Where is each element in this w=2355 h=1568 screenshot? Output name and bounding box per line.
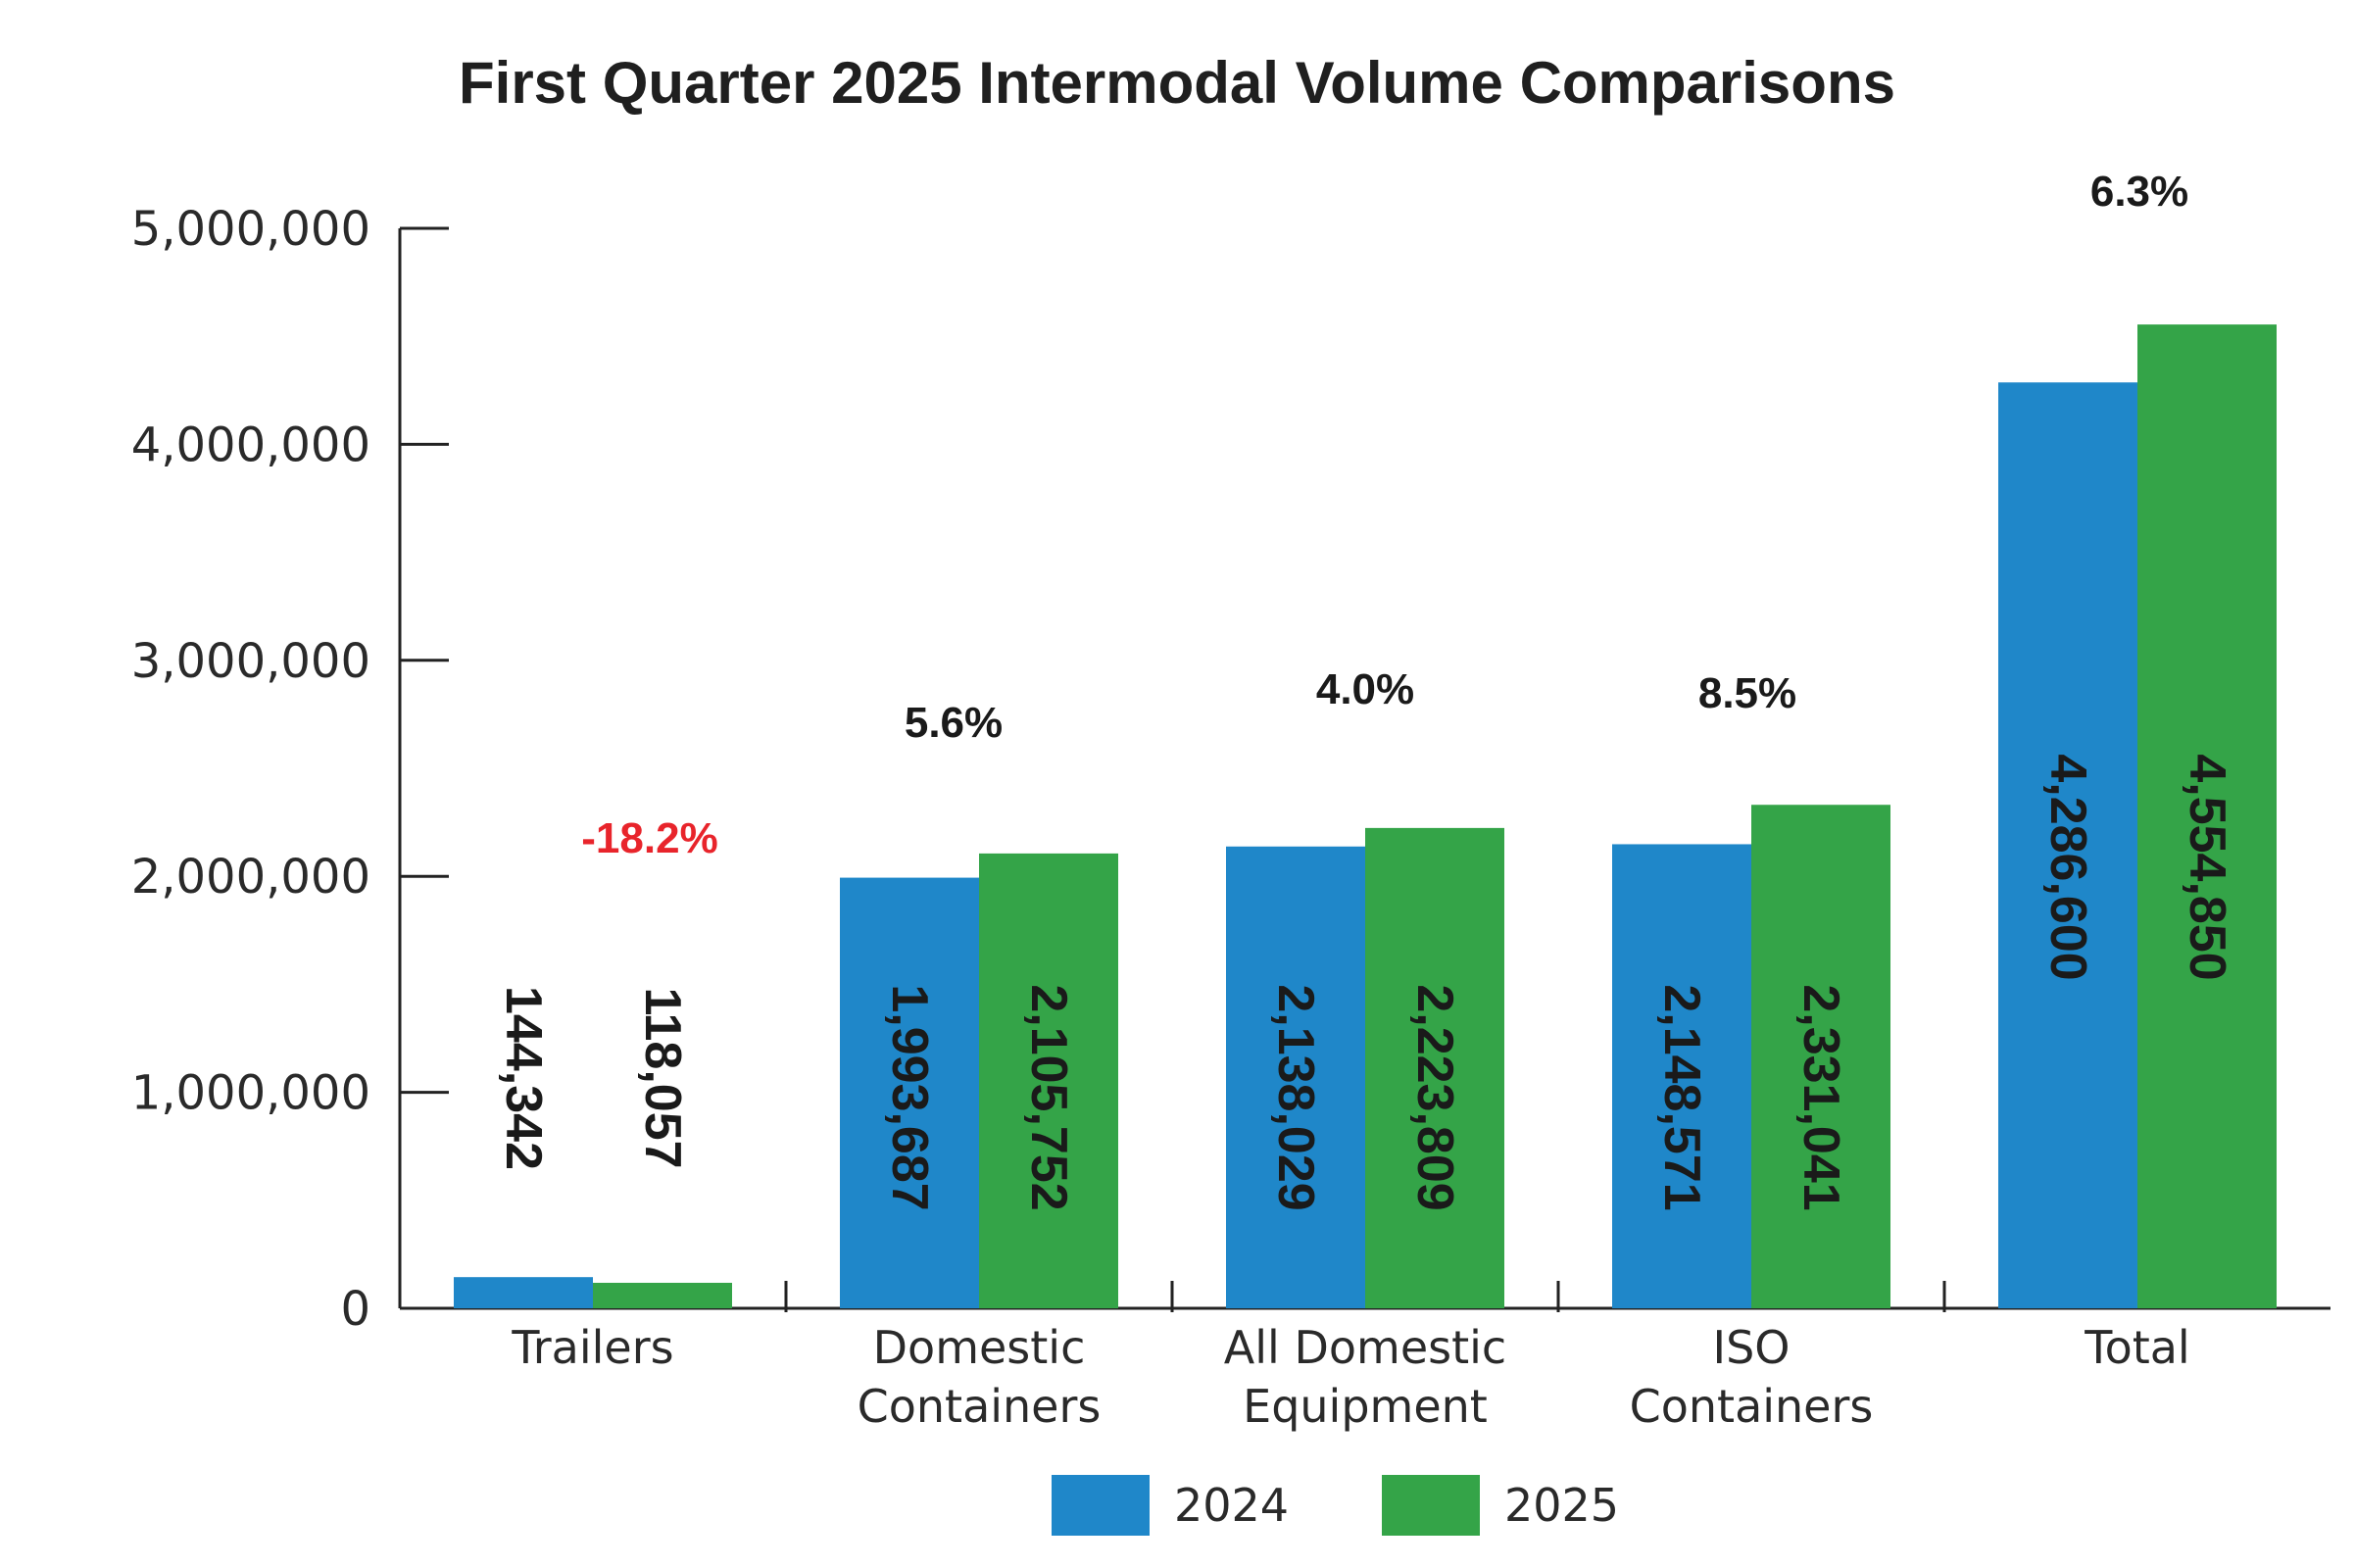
y-tick-label: 2,000,000 xyxy=(131,850,370,905)
percent-change-label: 6.3% xyxy=(2090,168,2188,216)
bar-2025-1 xyxy=(979,853,1118,1308)
bar-value-label: 2,138,029 xyxy=(1267,984,1324,1210)
x-tick-label-line: Trailers xyxy=(511,1321,673,1374)
bar-2024-1 xyxy=(840,877,979,1308)
bar-value-label: 4,554,850 xyxy=(2179,754,2235,980)
axes: 0 1,000,000 2,000,000 3,000,000 4,000,000 5,0… xyxy=(131,202,2330,1433)
percent-change-label: 5.6% xyxy=(905,699,1003,747)
bar-value-label: 2,148,571 xyxy=(1653,984,1710,1210)
legend-swatch-2025 xyxy=(1382,1475,1480,1536)
x-tick-label: Trailers xyxy=(511,1321,673,1374)
bar-value-label: 144,342 xyxy=(495,986,552,1170)
data-labels: 144,342 118,057 1,993,687 2,105,752 2,138,02… xyxy=(495,168,2235,1211)
bar-value-label: 2,331,041 xyxy=(1792,984,1849,1210)
y-tick-label: 0 xyxy=(340,1282,370,1337)
bars xyxy=(454,324,2277,1308)
x-tick-label: Domestic Containers xyxy=(858,1321,1102,1433)
legend: 2024 2025 xyxy=(1052,1475,1619,1536)
legend-label: 2024 xyxy=(1174,1479,1289,1532)
bar-2024-0 xyxy=(454,1277,593,1308)
legend-swatch-2024 xyxy=(1052,1475,1150,1536)
x-tick-label-line: ISO xyxy=(1713,1321,1791,1374)
bar-value-label: 2,223,809 xyxy=(1406,984,1463,1210)
percent-change-label: 8.5% xyxy=(1698,669,1796,717)
x-tick-label-line: Equipment xyxy=(1243,1380,1488,1433)
bar-value-label: 118,057 xyxy=(634,987,691,1168)
x-tick-label-line: All Domestic xyxy=(1224,1321,1506,1374)
y-tick-label: 1,000,000 xyxy=(131,1066,370,1121)
bar-2025-0 xyxy=(593,1282,732,1308)
bar-2025-4 xyxy=(2137,324,2277,1308)
x-tick-label-line: Containers xyxy=(1630,1380,1874,1433)
x-tick-label-line: Containers xyxy=(858,1380,1102,1433)
bar-2024-2 xyxy=(1226,846,1365,1308)
x-tick-label-line: Domestic xyxy=(873,1321,1086,1374)
bar-2024-4 xyxy=(1998,382,2137,1308)
percent-change-label: -18.2% xyxy=(581,814,717,862)
chart-title: First Quarter 2025 Intermodal Volume Com… xyxy=(459,50,1895,116)
y-tick-label: 5,000,000 xyxy=(131,202,370,257)
percent-change-label: 4.0% xyxy=(1316,665,1414,713)
x-tick-label: ISO Containers xyxy=(1630,1321,1874,1433)
bar-2025-2 xyxy=(1365,827,1504,1308)
bar-value-label: 2,105,752 xyxy=(1020,984,1077,1210)
bar-2024-3 xyxy=(1612,844,1751,1308)
bar-2025-3 xyxy=(1751,805,1890,1308)
bar-value-label: 4,286,600 xyxy=(2039,754,2096,980)
x-tick-label: Total xyxy=(2084,1321,2189,1374)
y-tick-label: 3,000,000 xyxy=(131,634,370,689)
y-tick-label: 4,000,000 xyxy=(131,417,370,472)
x-tick-label-line: Total xyxy=(2084,1321,2189,1374)
x-tick-label: All Domestic Equipment xyxy=(1224,1321,1506,1433)
legend-label: 2025 xyxy=(1504,1479,1619,1532)
bar-value-label: 1,993,687 xyxy=(881,984,938,1210)
